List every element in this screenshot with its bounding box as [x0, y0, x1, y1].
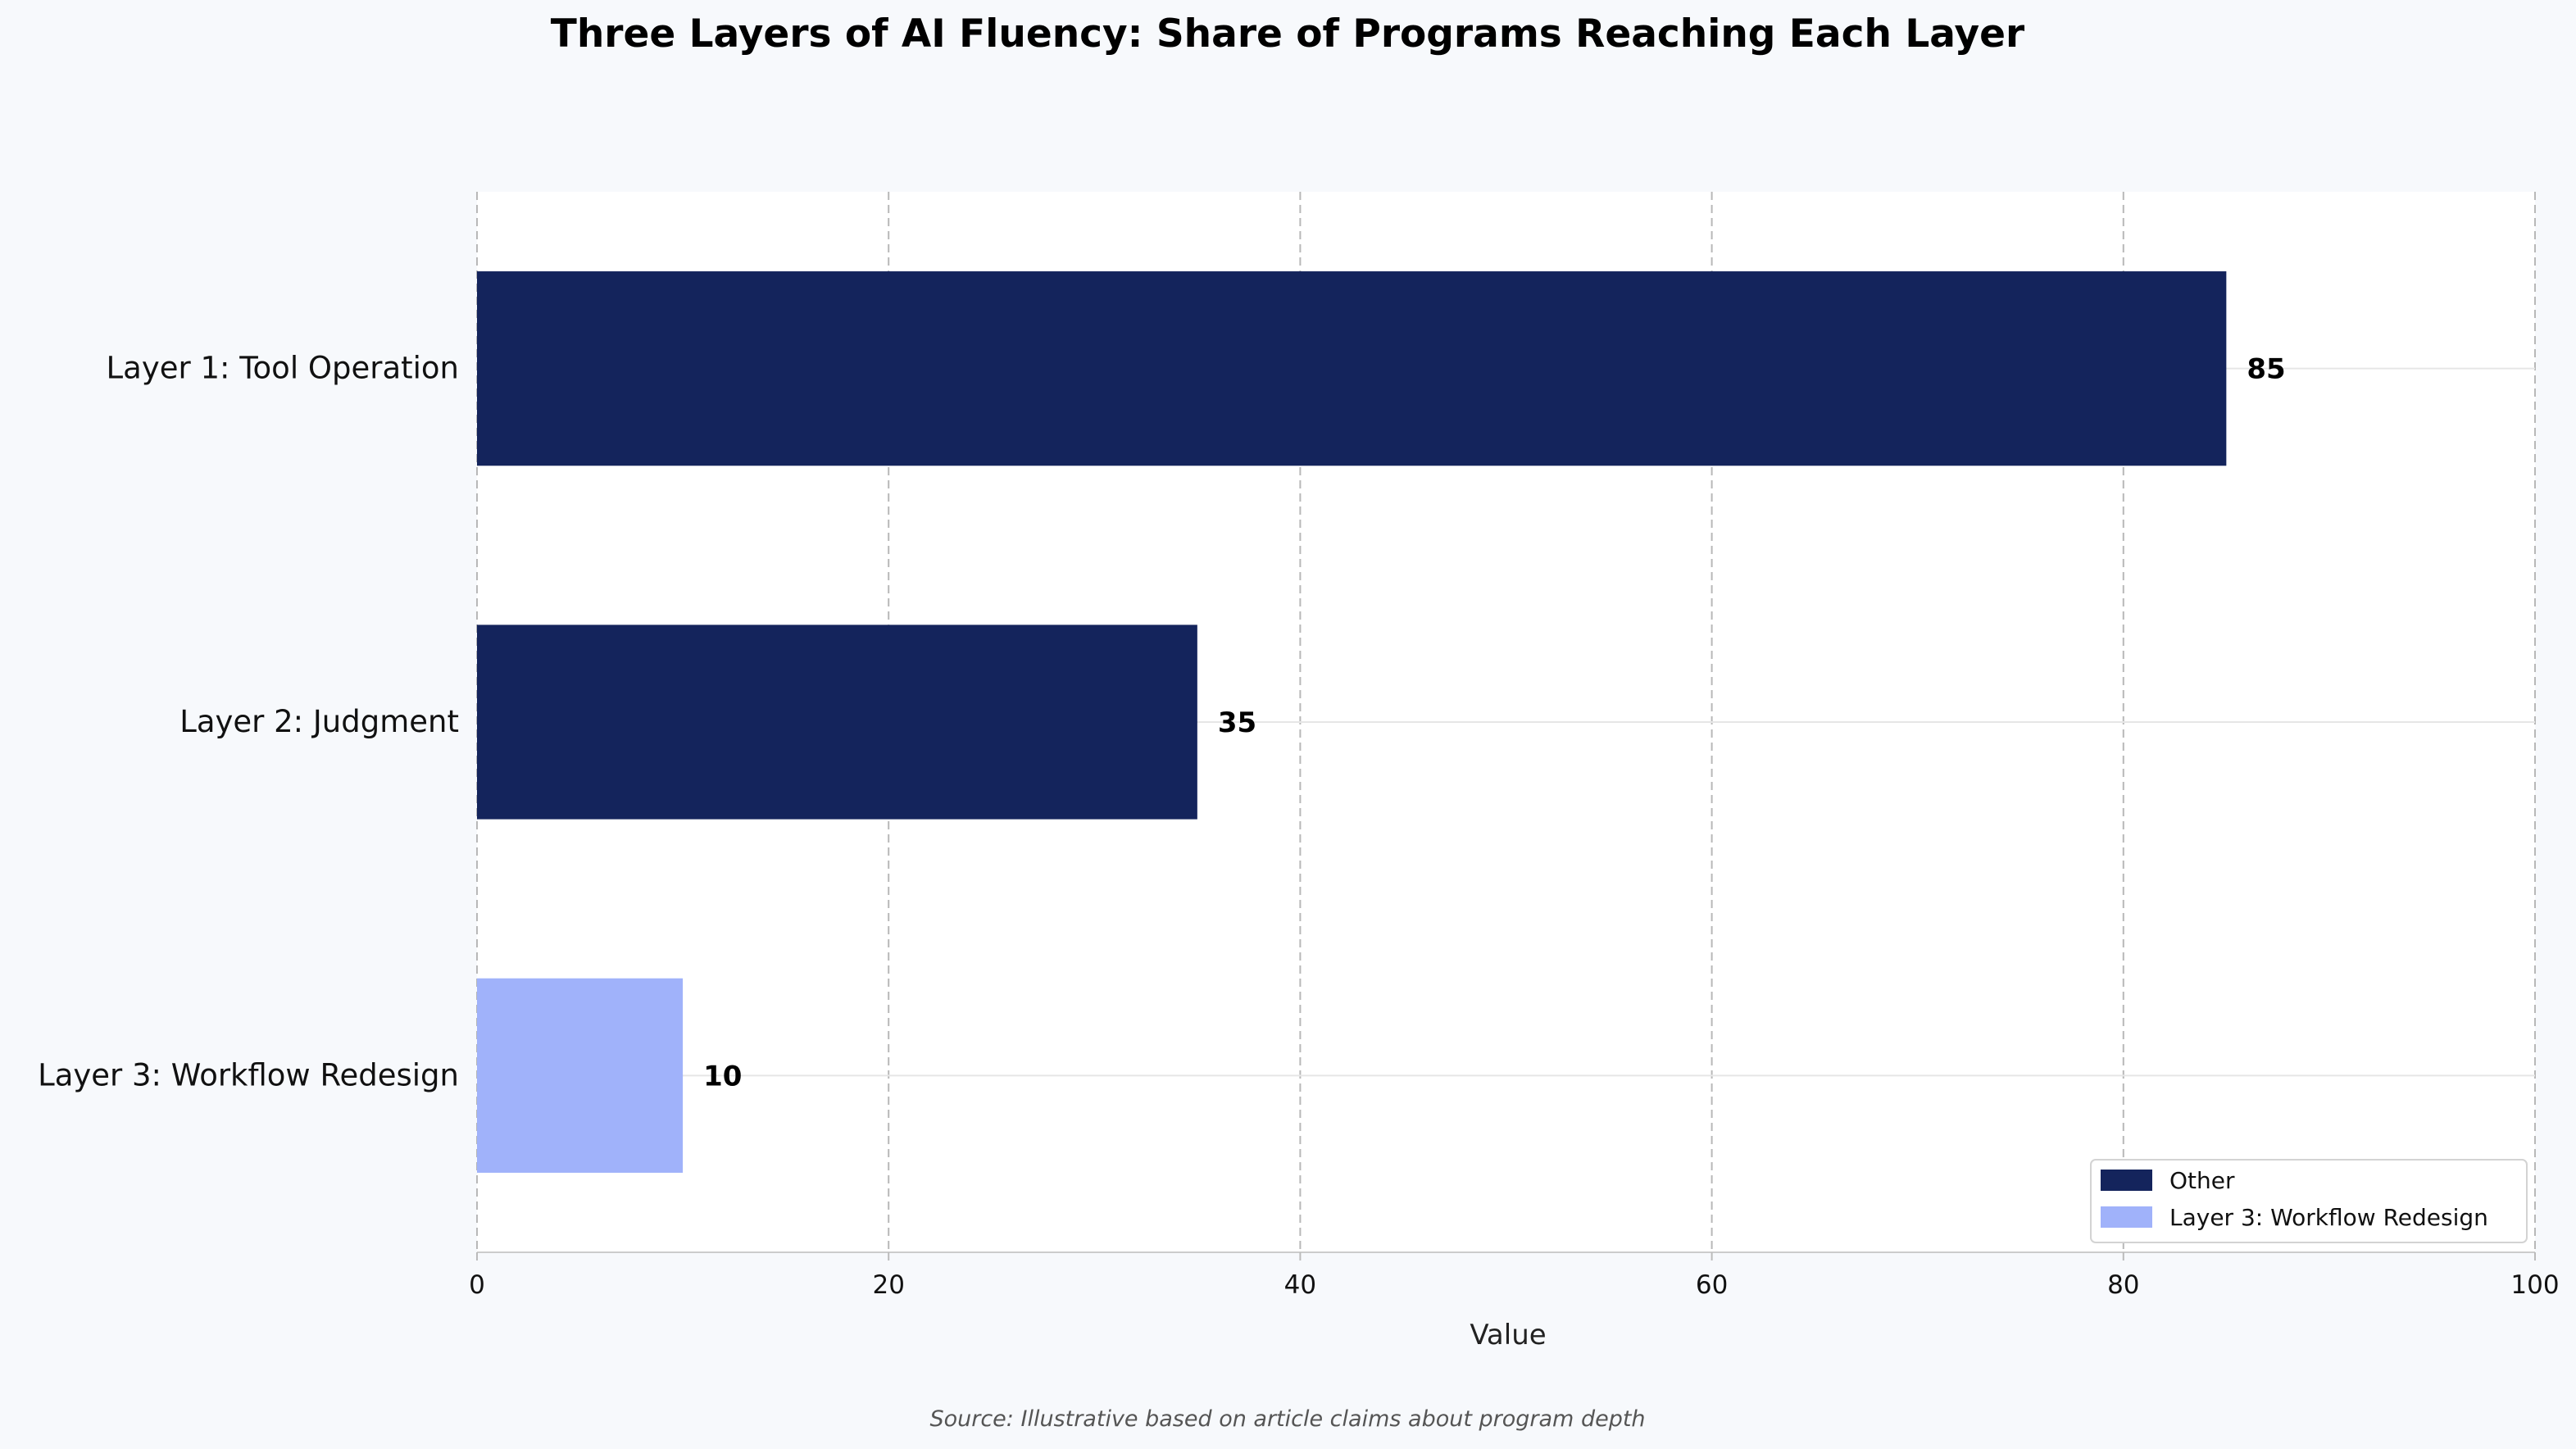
- bar-value-label: 85: [2247, 353, 2285, 386]
- legend-label: Other: [2169, 1167, 2235, 1194]
- x-tick-label: 60: [1696, 1270, 1728, 1300]
- bar: [477, 271, 2227, 466]
- legend-box: [2090, 1159, 2528, 1243]
- legend: Other Layer 3: Workflow Redesign: [2090, 1159, 2528, 1243]
- axes: 0 20 40 60 80 100: [469, 1251, 2560, 1300]
- bar: [477, 625, 1197, 820]
- category-tick-label: Layer 3: Workflow Redesign: [38, 1057, 459, 1092]
- bar: [477, 978, 684, 1173]
- category-tick-label: Layer 1: Tool Operation: [107, 351, 459, 386]
- legend-label: Layer 3: Workflow Redesign: [2169, 1204, 2488, 1231]
- bar-value-label: 10: [703, 1060, 742, 1092]
- category-tick-label: Layer 2: Judgment: [179, 704, 459, 739]
- bars: [477, 271, 2227, 1173]
- x-tick-label: 40: [1284, 1270, 1316, 1300]
- legend-swatch: [2101, 1206, 2152, 1228]
- x-axis-label: Value: [1470, 1319, 1546, 1351]
- data-labels: 85 Layer 1: Tool Operation 35 Layer 2: Judg…: [38, 351, 2286, 1093]
- chart-title: Three Layers of AI Fluency: Share of Pro…: [551, 11, 2025, 57]
- x-tick-label: 100: [2510, 1270, 2559, 1300]
- source-note: Source: Illustrative based on article cl…: [929, 1406, 1645, 1432]
- x-tick-label: 20: [872, 1270, 904, 1300]
- bar-value-label: 35: [1218, 706, 1256, 739]
- x-tick-label: 0: [469, 1270, 485, 1300]
- legend-swatch: [2101, 1170, 2152, 1191]
- x-tick-label: 80: [2107, 1270, 2139, 1300]
